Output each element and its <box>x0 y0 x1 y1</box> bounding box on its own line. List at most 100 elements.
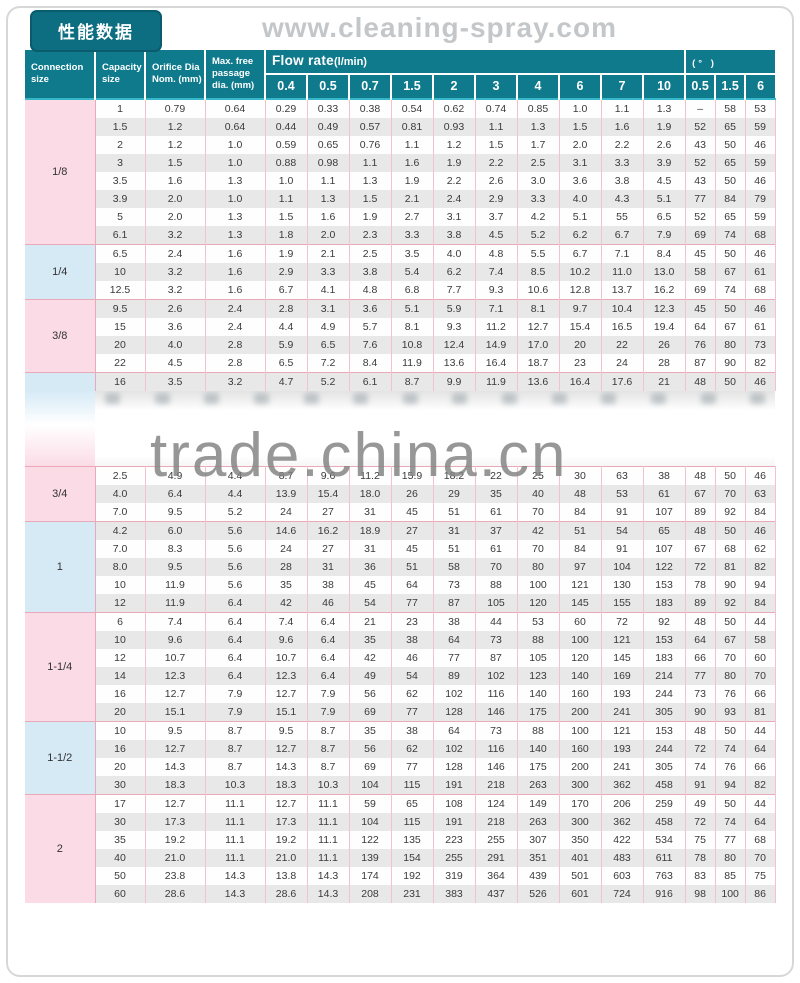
max-passage-cell: 0.64 <box>205 117 266 136</box>
orifice-dia-cell: 2.0 <box>145 207 206 226</box>
flow-rate-cell: 0.65 <box>307 135 350 154</box>
spray-angle-cell: 46 <box>745 371 776 391</box>
max-passage-cell: 1.3 <box>205 207 266 226</box>
spray-angle-cell: 59 <box>745 117 776 136</box>
orifice-dia-cell: 6.4 <box>145 485 206 504</box>
flow-rate-cell: 70 <box>475 558 518 577</box>
flow-rate-cell: 7.4 <box>475 262 518 281</box>
flow-rate-cell: 61 <box>475 503 518 522</box>
orifice-dia-cell: 23.8 <box>145 867 206 886</box>
flow-rate-cell: 364 <box>475 867 518 886</box>
max-passage-cell: 0.64 <box>205 98 266 118</box>
capacity-cell: 3.9 <box>95 189 146 208</box>
flow-rate-cell: 48 <box>559 485 602 504</box>
flow-rate-cell: 64 <box>433 631 476 650</box>
flow-rate-cell: 2.3 <box>349 225 392 245</box>
flow-rate-cell: 6.7 <box>559 243 602 263</box>
flow-pressure-col-header: 0.5 <box>306 72 349 99</box>
connection-size-cell: 1 <box>25 521 96 613</box>
flow-rate-cell: 140 <box>559 667 602 686</box>
table-row: 1.5 1.2 0.64 0.44 0.49 0.57 0.81 0.93 1.1 1.3 1.5 1… <box>25 117 776 136</box>
flow-rate-cell: 218 <box>475 813 518 832</box>
table-row: 60 28.6 14.3 28.6 14.3 208 231 383 437 526 601 724 9… <box>25 885 776 904</box>
flow-rate-cell: 244 <box>643 685 686 704</box>
flow-rate-cell: 42 <box>349 649 392 668</box>
flow-pressure-col-header: 7 <box>600 72 643 99</box>
flow-rate-cell: 241 <box>601 703 644 722</box>
flow-rate-cell: 7.1 <box>601 243 644 263</box>
flow-rate-cell: 0.88 <box>265 153 308 172</box>
spray-angle-cell: – <box>685 98 716 118</box>
spray-angle-cell: 73 <box>745 335 776 354</box>
flow-rate-cell: 92 <box>643 612 686 632</box>
flow-rate-cell: 16.4 <box>559 371 602 391</box>
spray-angle-cell: 50 <box>715 298 746 318</box>
flow-rate-cell: 0.62 <box>433 98 476 118</box>
flow-rate-cell: 3.3 <box>601 153 644 172</box>
flow-rate-cell: 122 <box>349 831 392 850</box>
flow-rate-cell: 24 <box>601 353 644 373</box>
flow-rate-cell: 29 <box>433 485 476 504</box>
orifice-dia-cell: 10.7 <box>145 649 206 668</box>
flow-rate-cell: 3.9 <box>643 153 686 172</box>
flow-rate-cell: 70 <box>517 503 560 522</box>
orifice-dia-cell: 14.3 <box>145 758 206 777</box>
spray-angle-cell: 50 <box>715 135 746 154</box>
flow-rate-cell: 200 <box>559 703 602 722</box>
flow-rate-cell: 72 <box>601 612 644 632</box>
orifice-dia-cell: 7.4 <box>145 612 206 632</box>
spray-angle-cell: 68 <box>715 540 746 559</box>
flow-rate-cell: 2.5 <box>349 243 392 263</box>
spray-angle-cell: 81 <box>715 558 746 577</box>
capacity-cell: 1.5 <box>95 117 146 136</box>
spray-angle-cell: 52 <box>685 153 716 172</box>
capacity-cell: 2.5 <box>95 466 146 486</box>
flow-rate-cell: 362 <box>601 776 644 795</box>
flow-rate-cell: 0.38 <box>349 98 392 118</box>
flow-rate-cell: 603 <box>601 867 644 886</box>
spray-angle-cell: 100 <box>715 885 746 904</box>
flow-rate-cell: 100 <box>559 631 602 650</box>
flow-rate-cell: 4.5 <box>643 171 686 190</box>
connection-size-cell <box>25 371 96 391</box>
flow-rate-cell: 87 <box>433 594 476 613</box>
capacity-cell: 6 <box>95 612 146 632</box>
flow-rate-cell: 458 <box>643 776 686 795</box>
capacity-cell: 8.0 <box>95 558 146 577</box>
flow-rate-cell: 7.7 <box>433 280 476 300</box>
max-passage-header: Max. free passage dia. (mm) <box>204 50 265 99</box>
flow-rate-cell: 135 <box>391 831 434 850</box>
flow-rate-cell: 77 <box>391 703 434 722</box>
flow-rate-cell: 44 <box>475 612 518 632</box>
flow-rate-cell: 65 <box>391 794 434 814</box>
flow-rate-cell: 10.3 <box>307 776 350 795</box>
flow-rate-cell: 15.4 <box>307 485 350 504</box>
flow-rate-cell: 80 <box>517 558 560 577</box>
table-row: 5 2.0 1.3 1.5 1.6 1.9 2.7 3.1 3.7 4.2 5.1 55 6.5 52 65… <box>25 207 776 226</box>
flow-rate-cell: 383 <box>433 885 476 904</box>
flow-rate-cell: 145 <box>601 649 644 668</box>
max-passage-cell: 4.4 <box>205 485 266 504</box>
flow-rate-header: Flow rate(l/min) <box>263 50 686 74</box>
orifice-dia-cell: 1.5 <box>145 153 206 172</box>
capacity-cell: 16 <box>95 740 146 759</box>
flow-rate-cell: 56 <box>349 685 392 704</box>
orifice-dia-cell: 17.3 <box>145 813 206 832</box>
table-row: 1/8 1 0.79 0.64 0.29 0.33 0.38 0.54 0.62 0.74 0.85… <box>25 98 776 245</box>
connection-size-cell: 1/4 <box>25 243 96 300</box>
capacity-cell: 4.2 <box>95 521 146 541</box>
flow-rate-cell: 104 <box>601 558 644 577</box>
flow-rate-cell: 27 <box>307 540 350 559</box>
flow-rate-cell: 73 <box>433 576 476 595</box>
spray-angle-cell: 61 <box>745 262 776 281</box>
flow-rate-cell: 4.9 <box>307 317 350 336</box>
max-passage-cell: 2.4 <box>205 298 266 318</box>
flow-rate-cell: 27 <box>391 521 434 541</box>
flow-rate-cell: 102 <box>433 740 476 759</box>
spray-angle-cell: 48 <box>685 521 716 541</box>
flow-rate-cell: 11.9 <box>391 353 434 373</box>
table-row: 1/4 6.5 2.4 1.6 1.9 2.1 2.5 3.5 4.0 4.8 5.5 6.7 7.1 8… <box>25 243 776 300</box>
table-row: 35 19.2 11.1 19.2 11.1 122 135 223 255 307 350 422 5… <box>25 831 776 850</box>
flow-rate-cell: 1.9 <box>265 243 308 263</box>
flow-rate-cell: 6.7 <box>601 225 644 245</box>
